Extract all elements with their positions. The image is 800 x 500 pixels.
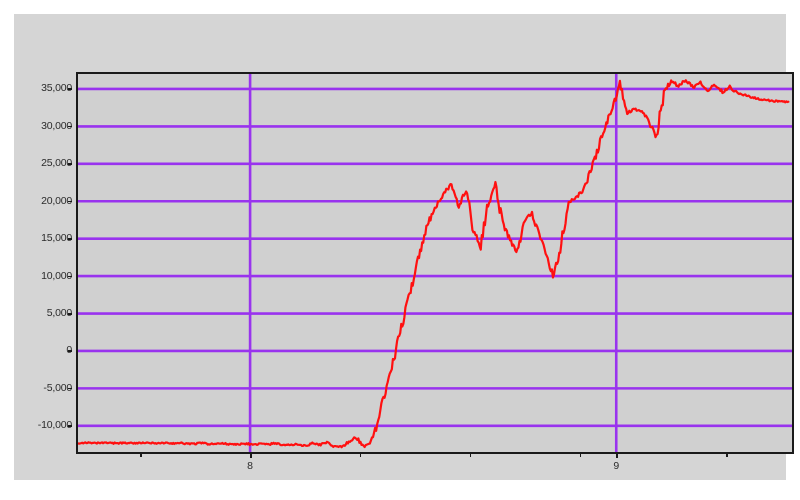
y-axis-tick-mark [68,425,72,427]
y-axis-tick-mark [68,200,72,203]
y-axis-tick-label: 30,000 [41,119,72,132]
chart-panel: 35,000 30,000 25,000 20,000 15,000 10,000 5,00… [14,14,794,480]
y-axis-tick-mark [68,275,72,278]
y-axis-tick-label: 25,000 [41,157,72,170]
y-axis: 35,000 30,000 25,000 20,000 15,000 10,000 5,00… [20,72,72,454]
y-axis-tick-mark [68,163,72,165]
vertical-gridlines [248,74,618,452]
y-axis-tick-mark [68,88,72,90]
plot-svg [78,74,792,452]
x-axis-tick-mark [616,454,618,458]
horizontal-gridlines [78,87,792,428]
y-axis-tick-mark [68,387,72,390]
y-axis-tick-label: -10,000 [37,419,72,432]
y-axis-tick-mark [68,350,72,352]
x-axis-minor-tick-mark [140,454,142,457]
y-axis-tick-label: 35,000 [41,82,72,95]
y-axis-tick-mark [68,313,72,315]
y-axis-tick-label: 5,000 [46,307,72,320]
x-axis-minor-tick-mark [726,454,728,457]
x-axis-tick-label: 8 [247,460,253,472]
y-axis-tick-mark [68,238,72,240]
y-axis-tick-mark [68,125,72,128]
x-axis-minor-tick-mark [359,454,362,457]
x-axis-minor-tick-mark [469,454,472,457]
data-series-layer [78,79,790,449]
x-axis-minor-tick-mark [579,454,582,457]
x-axis-tick-mark [250,454,252,458]
y-axis-tick-label: -5,000 [43,381,72,394]
plot-area[interactable] [76,72,794,454]
y-axis-tick-label: 20,000 [41,194,72,207]
y-axis-tick-label: 15,000 [41,232,72,245]
data-series-line [78,79,790,449]
y-axis-tick-label: 10,000 [41,269,72,282]
x-axis-tick-label: 9 [613,460,620,472]
